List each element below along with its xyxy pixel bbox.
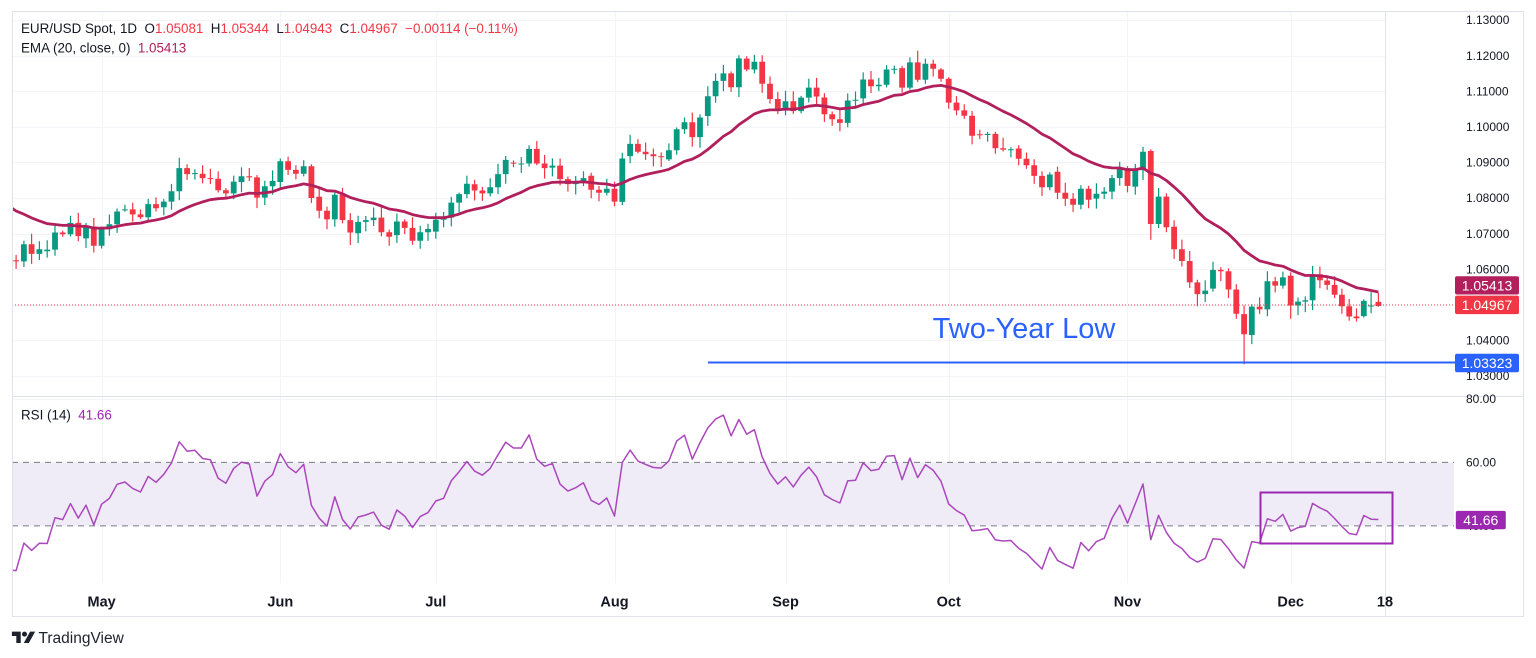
svg-text:Sep: Sep xyxy=(772,595,799,611)
svg-text:1.07000: 1.07000 xyxy=(1466,227,1510,241)
svg-text:TradingView: TradingView xyxy=(39,630,125,647)
svg-text:1.11000: 1.11000 xyxy=(1466,84,1509,98)
svg-text:Jun: Jun xyxy=(267,595,293,611)
svg-text:1.03000: 1.03000 xyxy=(1466,369,1510,383)
svg-text:May: May xyxy=(87,595,115,611)
svg-text:80.00: 80.00 xyxy=(1466,392,1496,406)
svg-text:Aug: Aug xyxy=(600,595,628,611)
svg-text:1.13000: 1.13000 xyxy=(1466,13,1510,27)
svg-text:EUR/USD Spot, 1D O1.05081 H1: EUR/USD Spot, 1D O1.05081 H1.05344 L1.04… xyxy=(21,21,518,36)
svg-text:18: 18 xyxy=(1377,595,1393,611)
svg-text:Nov: Nov xyxy=(1114,595,1141,611)
svg-text:Oct: Oct xyxy=(937,595,961,611)
svg-text:1.04967: 1.04967 xyxy=(1462,297,1513,313)
svg-text:1.03323: 1.03323 xyxy=(1462,355,1513,371)
svg-text:60.00: 60.00 xyxy=(1466,456,1496,470)
svg-text:Two-Year Low: Two-Year Low xyxy=(933,313,1117,345)
svg-text:RSI (14) 41.66: RSI (14) 41.66 xyxy=(21,408,112,423)
svg-text:1.09000: 1.09000 xyxy=(1466,156,1510,170)
svg-text:Jul: Jul xyxy=(425,595,446,611)
svg-text:1.05413: 1.05413 xyxy=(1462,277,1513,293)
svg-text:41.66: 41.66 xyxy=(1463,512,1498,528)
svg-text:1.10000: 1.10000 xyxy=(1466,120,1510,134)
svg-text:1.12000: 1.12000 xyxy=(1466,49,1510,63)
svg-text:EMA (20, close, 0) 1.05413: EMA (20, close, 0) 1.05413 xyxy=(21,41,186,56)
svg-text:Dec: Dec xyxy=(1277,595,1304,611)
svg-text:1.08000: 1.08000 xyxy=(1466,191,1510,205)
svg-text:1.06000: 1.06000 xyxy=(1466,262,1510,276)
svg-text:1.04000: 1.04000 xyxy=(1466,334,1510,348)
